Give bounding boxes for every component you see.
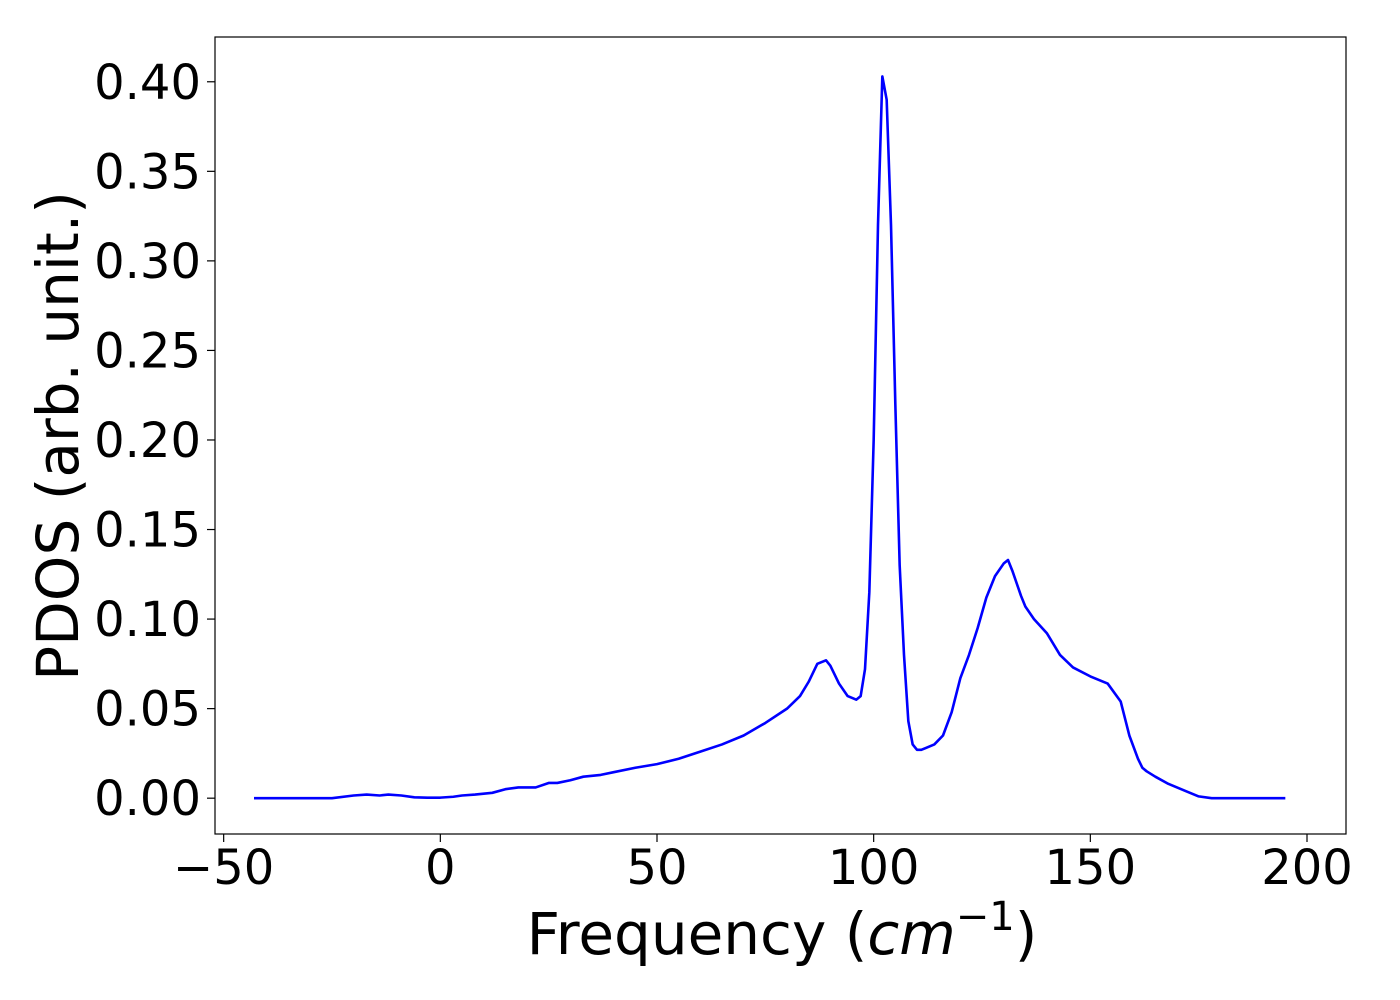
- x-axis-title: Frequency (cm−1): [527, 894, 1038, 968]
- y-tick-label: 0.15: [94, 503, 201, 559]
- plot-frame: [214, 36, 1347, 835]
- y-tick-label: 0.00: [94, 771, 201, 827]
- y-tick-label: 0.35: [94, 144, 201, 200]
- x-tick-label: −50: [173, 840, 274, 896]
- pdos-series-line: [254, 75, 1286, 800]
- y-tick-label: 0.10: [94, 592, 201, 648]
- y-tick-label: 0.30: [94, 234, 201, 290]
- y-axis-ticks: 0.00 0.05 0.10 0.15 0.20 0.25 0.30 0.35 0.40: [94, 55, 215, 827]
- x-axis-ticks: −50 0 50 100 150 200: [173, 834, 1353, 896]
- x-tick-label: 100: [828, 840, 920, 896]
- y-tick-label: 0.40: [94, 55, 201, 111]
- x-tick-label: 0: [425, 840, 456, 896]
- x-tick-label: 150: [1045, 840, 1137, 896]
- y-tick-label: 0.05: [94, 682, 201, 738]
- x-tick-label: 200: [1261, 840, 1353, 896]
- y-axis-title: PDOS (arb. unit.): [24, 191, 92, 681]
- y-tick-label: 0.20: [94, 413, 201, 469]
- x-tick-label: 50: [626, 840, 687, 896]
- y-tick-label: 0.25: [94, 323, 201, 379]
